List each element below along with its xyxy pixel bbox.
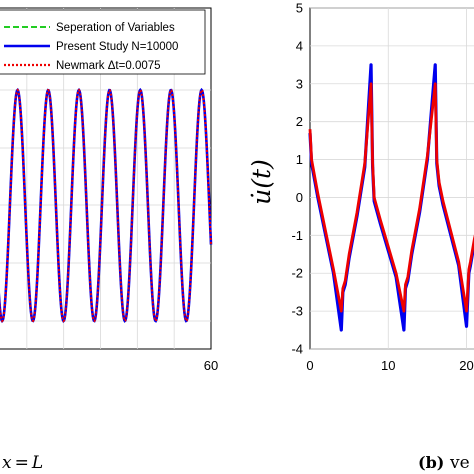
right-x-tick-label: 20 (459, 358, 473, 373)
right-y-tick-label: -4 (291, 342, 303, 357)
right-y-tick-label: 5 (296, 1, 303, 16)
right-y-tick-label: -2 (291, 266, 303, 281)
left-caption: x = L (2, 453, 43, 473)
right-y-tick-label: -1 (291, 228, 303, 243)
right-y-tick-label: 2 (296, 114, 303, 129)
left-series-line (0, 88, 212, 323)
legend-box (0, 9, 206, 75)
left-panel: 60 Seperation of Variables Present Study… (0, 7, 218, 473)
legend-label-present-study: Present Study N=10000 (56, 41, 178, 53)
left-series-lines (0, 87, 213, 324)
legend: Seperation of Variables Present Study N=… (0, 9, 206, 75)
left-x-tick-label: 60 (204, 358, 218, 373)
right-series-line (308, 82, 474, 313)
right-caption-text: ve (449, 453, 470, 473)
left-x-ticks: 60 (204, 358, 218, 373)
right-x-tick-label: 10 (381, 358, 395, 373)
right-y-tick-label: 1 (296, 152, 303, 167)
right-series-lines (308, 63, 474, 332)
legend-label-separation: Seperation of Variables (56, 22, 175, 34)
right-y-tick-label: -3 (291, 304, 303, 319)
right-y-tick-label: 4 (296, 38, 303, 53)
right-x-tick-label: 0 (306, 358, 313, 373)
right-x-ticks: 0 10 20 (306, 358, 473, 373)
right-y-tick-label: 0 (296, 190, 303, 205)
right-plot-frame (309, 7, 474, 350)
right-y-ticks: 5 4 3 2 1 0 -1 -2 -3 -4 (291, 1, 303, 357)
legend-label-newmark: Newmark Δt=0.0075 (56, 60, 161, 72)
right-y-axis-label: u̇(t) (247, 159, 276, 205)
right-y-tick-label: 3 (296, 76, 303, 91)
right-caption-prefix: (b) (418, 453, 444, 472)
